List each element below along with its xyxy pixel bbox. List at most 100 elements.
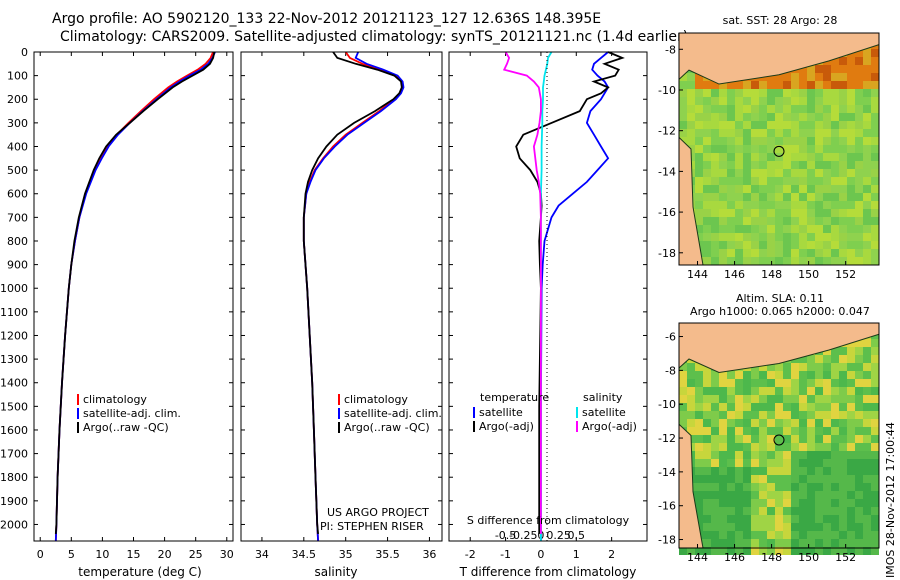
sla-cell [703, 387, 711, 395]
sla-cell [815, 539, 823, 547]
sst-cell [839, 137, 847, 145]
sla-cell [711, 379, 719, 387]
sst-cell [847, 209, 855, 217]
depth-tick-label: 700 [7, 211, 28, 224]
sla-lon-label: 148 [761, 551, 782, 564]
sla-cell [719, 547, 727, 555]
sst-cell [791, 137, 799, 145]
sla-cell [719, 483, 727, 491]
sst-cell [871, 217, 879, 225]
sla-cell [703, 427, 711, 435]
sst-cell [807, 121, 815, 129]
sst-cell [799, 161, 807, 169]
sla-cell [687, 427, 695, 435]
sst-cell [799, 145, 807, 153]
salinity-xlabel: salinity [314, 565, 357, 579]
sst-cell [743, 161, 751, 169]
sst-cell [759, 105, 767, 113]
sla-cell [807, 459, 815, 467]
sla-cell [823, 355, 831, 363]
sst-cell [735, 217, 743, 225]
sst-cell [855, 129, 863, 137]
sla-cell [783, 363, 791, 371]
sla-cell [815, 371, 823, 379]
sla-cell [679, 363, 687, 371]
sla-cell [727, 387, 735, 395]
sst-cell [719, 121, 727, 129]
depth-tick-label: 1000 [0, 282, 28, 295]
sst-cell [743, 225, 751, 233]
sst-cell [687, 89, 695, 97]
sst-cell [703, 241, 711, 249]
sla-cell [759, 371, 767, 379]
sst-cell [783, 209, 791, 217]
sst-cell [759, 169, 767, 177]
sla-cell [863, 387, 871, 395]
sst-cell [799, 185, 807, 193]
sla-cell [831, 379, 839, 387]
sst-cell [775, 257, 783, 265]
sla-cell [743, 539, 751, 547]
sla-cell [775, 475, 783, 483]
sla-cell [807, 427, 815, 435]
sst-cell [775, 97, 783, 105]
sla-cell [767, 515, 775, 523]
sla-cell [831, 419, 839, 427]
sla-cell [711, 523, 719, 531]
sst-cell [863, 233, 871, 241]
sst-cell [767, 201, 775, 209]
depth-tick-label: 800 [7, 235, 28, 248]
sla-cell [847, 379, 855, 387]
sla-cell [759, 419, 767, 427]
sst-cell [703, 233, 711, 241]
sla-cell [831, 363, 839, 371]
sst-cell [799, 129, 807, 137]
sla-cell [855, 395, 863, 403]
difference-panel-frame [448, 51, 648, 542]
sla-cell [775, 435, 783, 443]
sst-cell [831, 185, 839, 193]
sst-cell [687, 121, 695, 129]
sst-cell [759, 89, 767, 97]
temperature-x-tick-label: 25 [189, 548, 203, 561]
sst-cell [727, 153, 735, 161]
sst-cell [767, 153, 775, 161]
sst-cell [831, 225, 839, 233]
sst-cell [831, 217, 839, 225]
sla-cell [679, 371, 687, 379]
sst-cell [735, 81, 743, 89]
sla-cell [863, 339, 871, 347]
sla-cell [759, 459, 767, 467]
sla-cell [711, 491, 719, 499]
sla-cell [727, 411, 735, 419]
t-diff-x-tick-label: -1 [500, 548, 511, 561]
sst-cell [687, 113, 695, 121]
sst-cell [719, 225, 727, 233]
sla-cell [759, 499, 767, 507]
sst-cell [807, 73, 815, 81]
sla-cell [783, 411, 791, 419]
sst-cell [735, 153, 743, 161]
sst-cell [751, 193, 759, 201]
sst-cell [727, 257, 735, 265]
sst-cell [727, 193, 735, 201]
sst-cell [847, 73, 855, 81]
sla-map-title2: Argo h1000: 0.065 h2000: 0.047 [690, 305, 870, 318]
sst-cell [871, 89, 879, 97]
sst-lat-label: -18 [658, 247, 676, 260]
sla-cell [759, 395, 767, 403]
sst-cell [759, 113, 767, 121]
sst-cell [695, 161, 703, 169]
sst-cell [767, 193, 775, 201]
sla-cell [727, 371, 735, 379]
sst-cell [823, 169, 831, 177]
temperature-xlabel: temperature (deg C) [78, 565, 201, 579]
sst-cell [823, 89, 831, 97]
sst-cell [855, 49, 863, 57]
sla-cell [703, 403, 711, 411]
sst-cell [871, 193, 879, 201]
sst-cell [807, 185, 815, 193]
sst-cell [807, 169, 815, 177]
sla-cell [751, 371, 759, 379]
